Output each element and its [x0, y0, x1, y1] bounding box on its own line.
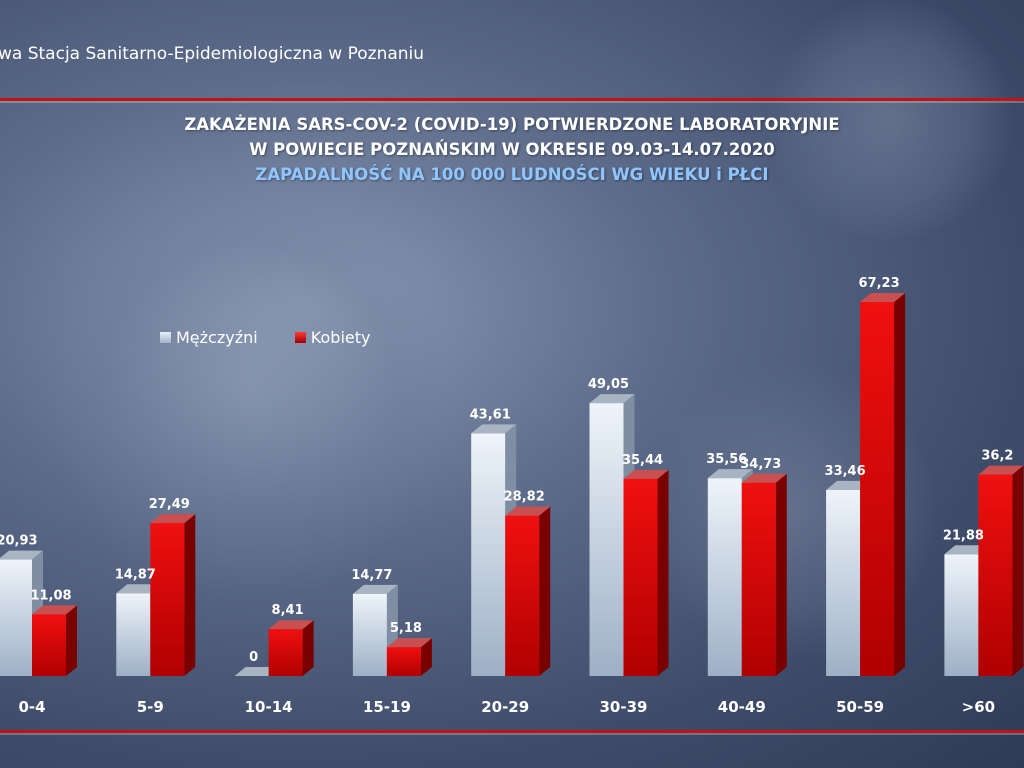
bar-side-women-04 — [66, 605, 77, 676]
bar-side-women-3039 — [657, 469, 669, 676]
top-divider-shadow — [0, 101, 1024, 103]
chart-subtitle: ZAPADALNOŚĆ NA 100 000 LUDNOŚCI WG WIEKU… — [255, 165, 769, 184]
chart-legend: Mężczyźni Kobiety — [160, 328, 402, 347]
bar-women-5059 — [860, 302, 895, 676]
x-tick-label-60: >60 — [962, 698, 995, 716]
value-label-women-59: 27,49 — [149, 497, 190, 512]
bar-side-women-59 — [184, 514, 196, 676]
bar-top-men-4049 — [707, 469, 753, 479]
value-label-women-04: 11,08 — [30, 588, 71, 603]
value-label-men-59: 14,87 — [115, 567, 156, 582]
legend-item-women: Kobiety — [294, 328, 371, 347]
bar-top-women-3039 — [623, 469, 669, 479]
x-tick-label-5059: 50-59 — [836, 698, 884, 716]
bar-men-3039 — [589, 403, 624, 676]
bar-women-59 — [150, 523, 185, 676]
value-label-men-1519: 14,77 — [351, 568, 392, 583]
bar-men-59 — [116, 593, 151, 676]
bar-side-women-1519 — [420, 638, 432, 676]
x-tick-label-4049: 40-49 — [718, 698, 766, 716]
bar-men-04 — [0, 559, 32, 676]
value-label-women-60: 36,2 — [981, 449, 1013, 464]
x-tick-labels-group: 0-4 5-9 10-14 15-19 20-29 30-39 40-49 50-59 >60 — [18, 698, 995, 716]
x-tick-label-3039: 30-39 — [600, 698, 648, 716]
bar-top-women-04 — [32, 605, 77, 615]
bar-top-women-59 — [150, 514, 196, 524]
legend-label-women: Kobiety — [310, 328, 371, 347]
bar-side-women-5059 — [894, 293, 906, 676]
x-tick-label-2029: 20-29 — [481, 698, 529, 716]
bar-top-women-60 — [978, 465, 1024, 475]
value-label-women-3039: 35,44 — [622, 453, 663, 468]
value-label-men-1014: 0 — [249, 650, 258, 665]
bar-side-women-1014 — [302, 620, 314, 676]
bar-top-men-04 — [0, 550, 43, 560]
value-label-women-4049: 34,73 — [740, 457, 781, 472]
bar-women-2029 — [505, 515, 540, 676]
x-tick-label-04: 0-4 — [18, 698, 45, 716]
bar-top-men-1519 — [352, 584, 398, 594]
bar-women-4049 — [741, 482, 776, 676]
value-label-men-60: 21,88 — [943, 528, 984, 543]
chart-title: ZAKAŻENIA SARS-COV-2 (COVID-19) POTWIERD… — [184, 115, 840, 134]
bar-top-men-59 — [116, 584, 162, 594]
bar-top-men-60 — [944, 545, 990, 555]
bar-top-women-1519 — [386, 638, 432, 648]
legend-label-men: Mężczyźni — [176, 328, 258, 347]
legend-swatch-women — [294, 332, 306, 343]
bar-women-60 — [978, 474, 1013, 676]
bar-top-women-4049 — [741, 473, 787, 483]
bar-women-1014 — [268, 629, 303, 676]
bar-top-women-5059 — [860, 293, 906, 302]
bar-side-women-2029 — [539, 506, 551, 676]
bar-women-3039 — [623, 478, 658, 676]
x-tick-label-59: 5-9 — [137, 698, 164, 716]
bar-top-men-3039 — [589, 394, 635, 404]
value-label-men-5059: 33,46 — [825, 464, 866, 479]
value-label-men-3039: 49,05 — [588, 377, 629, 392]
legend-swatch-men — [160, 332, 171, 343]
bar-men-2029 — [471, 433, 506, 676]
background-virus-2 — [760, 0, 1020, 240]
bars-group — [0, 293, 1024, 676]
bar-men-1519 — [352, 593, 387, 676]
bar-men-5059 — [826, 489, 861, 676]
chart-title-block: ZAKAŻENIA SARS-COV-2 (COVID-19) POTWIERD… — [0, 112, 1024, 187]
value-label-women-2029: 28,82 — [504, 490, 545, 505]
bar-top-women-2029 — [505, 506, 551, 516]
bar-men-60 — [944, 554, 979, 676]
organization-header: wa Stacja Sanitarno-Epidemiologiczna w P… — [0, 44, 425, 64]
legend-item-men: Mężczyźni — [160, 328, 258, 347]
bar-top-women-1014 — [268, 620, 314, 630]
value-label-men-2029: 43,61 — [470, 407, 511, 422]
value-label-men-4049: 35,56 — [706, 452, 747, 467]
bar-side-women-4049 — [775, 473, 787, 676]
background-virus-1 — [40, 180, 460, 600]
bar-men-4049 — [707, 478, 742, 676]
bar-side-women-60 — [1012, 465, 1024, 676]
chart-title-line2: W POWIECIE POZNAŃSKIM W OKRESIE 09.03-14… — [249, 140, 775, 159]
value-label-women-1519: 5,18 — [390, 621, 422, 636]
bar-women-04 — [32, 614, 66, 676]
bar-top-men-1014 — [234, 667, 280, 676]
bar-top-men-5059 — [826, 480, 872, 490]
value-label-men-04: 20,93 — [0, 534, 38, 549]
value-label-women-5059: 67,23 — [859, 276, 900, 291]
bottom-divider — [0, 730, 1024, 733]
top-divider — [0, 98, 1024, 101]
bottom-divider-shadow — [0, 733, 1024, 735]
x-tick-label-1519: 15-19 — [363, 698, 411, 716]
bar-women-1519 — [386, 647, 421, 676]
x-tick-label-1014: 10-14 — [245, 698, 293, 716]
bar-top-men-2029 — [471, 424, 517, 434]
value-labels-group: 20,93 11,08 14,87 27,49 0 8,41 14,77 5,18 43,61 2… — [0, 276, 1013, 665]
value-label-women-1014: 8,41 — [272, 603, 304, 618]
